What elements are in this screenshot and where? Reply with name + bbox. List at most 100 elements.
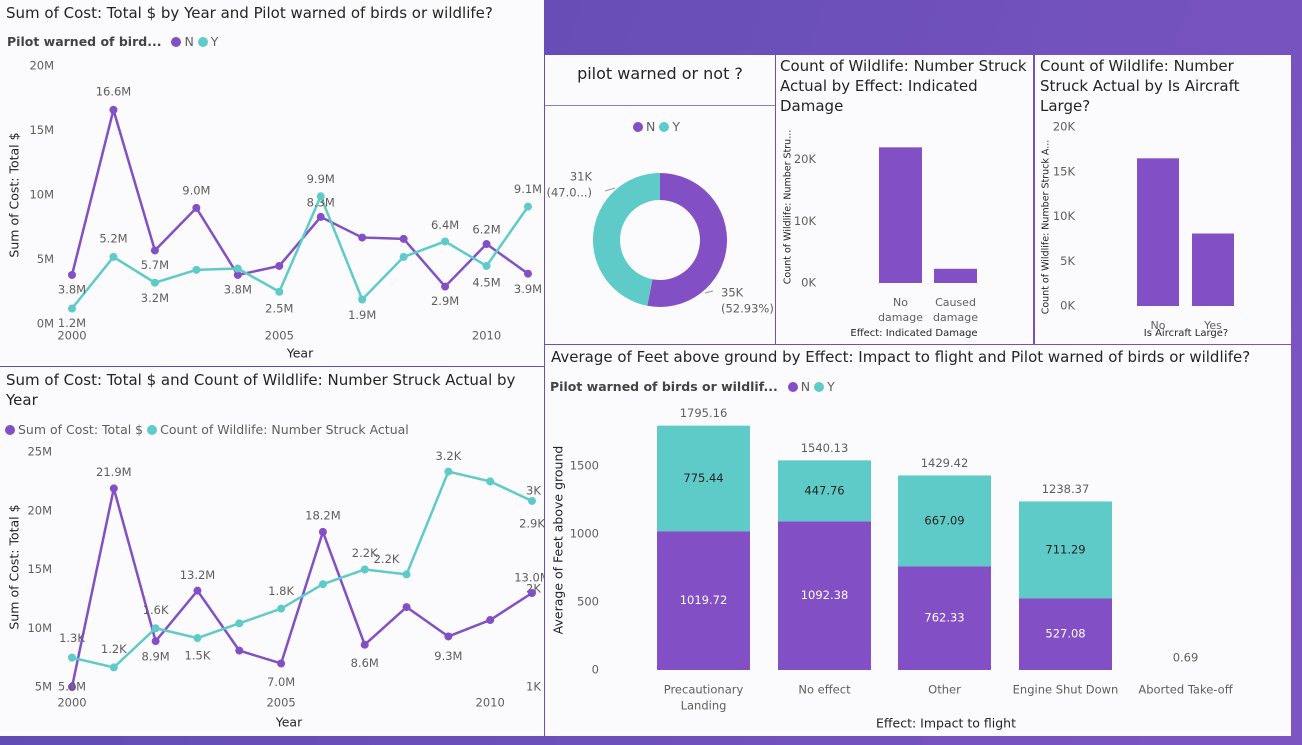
legend-dot-struck	[147, 424, 158, 435]
data-point-n	[316, 212, 325, 221]
legend-label-struck: Count of Wildlife: Number Struck Actual	[160, 422, 409, 437]
donut-label-n: 35K	[721, 286, 744, 300]
x-axis-label: Is Aircraft Large?	[1144, 328, 1228, 339]
total-label: 1540.13	[801, 441, 849, 455]
data-label: 5.2M	[99, 231, 127, 245]
donut-slice-y	[593, 173, 660, 306]
data-label: 6.2M	[472, 223, 500, 237]
segment-label-n: 527.08	[1045, 627, 1085, 641]
panel-feet-by-impact[interactable]: Average of Feet above ground by Effect: …	[545, 345, 1291, 736]
data-label: 13.0M	[514, 571, 544, 585]
data-point-n	[192, 203, 201, 212]
data-label: 2.9M	[431, 294, 459, 308]
data-point-y	[233, 264, 242, 273]
leader-line-y	[604, 187, 616, 192]
chart-title: pilot warned or not ?	[577, 64, 743, 83]
legend-item-n[interactable]: N	[167, 34, 194, 49]
data-label: 3.8M	[58, 282, 86, 296]
bar-segment-y	[898, 475, 991, 567]
series-line-1	[71, 470, 533, 669]
legend-item-cost[interactable]: Sum of Cost: Total $	[5, 422, 143, 437]
data-label: 2.2K	[374, 552, 400, 566]
y-tick-label: 20M	[27, 503, 52, 517]
data-point	[402, 603, 411, 612]
title-divider	[545, 105, 775, 106]
legend-item-y[interactable]: Y	[810, 379, 835, 394]
legend-dot-y	[814, 381, 825, 392]
chart-legend: N Y	[629, 119, 680, 134]
data-point	[235, 646, 244, 655]
legend-title: Pilot warned of birds or wildlif...	[550, 379, 778, 394]
y-tick-label: 0K	[1060, 299, 1075, 313]
data-point	[151, 624, 160, 633]
data-point	[68, 653, 76, 662]
data-label: 8.6M	[351, 656, 379, 670]
data-label: 1.5K	[185, 649, 211, 663]
x-tick-label: 2000	[57, 329, 86, 343]
x-tick-label: Yes	[1203, 319, 1222, 332]
bar	[879, 147, 922, 283]
bar-segment-y	[657, 425, 750, 532]
x-axis-label: Effect: Indicated Damage	[850, 328, 977, 339]
data-point	[277, 659, 286, 668]
chart-title: Average of Feet above ground by Effect: …	[551, 348, 1251, 366]
x-axis-label: Effect: Impact to flight	[876, 716, 1016, 731]
x-tick-label: Engine Shut Down	[1013, 683, 1119, 697]
data-label: 8.3M	[307, 195, 335, 209]
data-label: 1.6K	[143, 603, 169, 617]
legend-item-n[interactable]: N	[629, 119, 655, 134]
y-tick-label: 0K	[801, 276, 816, 290]
panel-warned-donut[interactable]: pilot warned or not ? N Y 35K (52.93%) 31K…	[545, 55, 775, 344]
panel-struck-by-large[interactable]: Count of Wildlife: Number Struck Actual …	[1035, 55, 1291, 344]
y2-tick-label: 3K	[526, 484, 541, 498]
data-label: 1.9M	[348, 308, 376, 322]
bar-chart-struck-damage: 0K 10K 20K No damage Caused damage Effect: Indi…	[783, 130, 979, 339]
y-axis-label: Average of Feet above ground	[551, 446, 566, 635]
legend-item-struck[interactable]: Count of Wildlife: Number Struck Actual	[143, 422, 409, 437]
bar-segment-n	[1019, 598, 1112, 670]
legend-item-y[interactable]: Y	[655, 119, 680, 134]
segment-label-y: 711.29	[1045, 542, 1085, 556]
x-tick-label: Other	[928, 683, 961, 697]
data-label: 6.4M	[431, 218, 459, 232]
leader-line-n	[704, 290, 714, 294]
data-point	[318, 527, 327, 536]
data-point-n	[399, 234, 408, 243]
data-label: 21.9M	[96, 465, 132, 479]
data-point-y	[150, 278, 159, 287]
y-tick-label: 20K	[794, 152, 817, 166]
y-axis-label: Count of Wildlife: Number Stru...	[783, 130, 794, 285]
chart-title: Count of Wildlife: Number Struck Actual …	[780, 57, 1027, 115]
y-tick-label: 15M	[29, 123, 54, 137]
data-label: 9.0M	[182, 183, 210, 197]
legend-dot-n	[171, 36, 182, 47]
y-axis-label: Count of Wildlife: Number Struck A...	[1041, 140, 1052, 315]
y-tick-label: 15K	[1053, 164, 1076, 178]
data-point-n	[150, 246, 159, 255]
legend-item-n[interactable]: N	[784, 379, 810, 394]
y-tick-label: 10K	[794, 214, 817, 228]
data-point	[151, 637, 160, 646]
panel-cost-by-year-warned[interactable]: Sum of Cost: Total $ by Year and Pilot w…	[0, 0, 544, 366]
line-chart-cost-warned: 0M 5M 10M 15M 20M 2000 2005 2010 Year Sum of Cost…	[7, 59, 543, 361]
data-label: 9.9M	[307, 172, 335, 186]
bar	[1137, 158, 1179, 306]
total-label: 1238.37	[1042, 482, 1090, 496]
data-point-y	[109, 252, 118, 261]
legend-item-y[interactable]: Y	[194, 34, 218, 49]
bar	[934, 268, 977, 283]
data-point	[528, 496, 536, 505]
y2-tick-label: 1K	[526, 680, 541, 694]
data-point	[68, 683, 76, 691]
panel-cost-struck-by-year[interactable]: Sum of Cost: Total $ and Count of Wildli…	[0, 367, 544, 736]
data-point-y	[275, 287, 284, 296]
legend-label-n: N	[184, 34, 194, 49]
y-tick-label: 10M	[27, 621, 52, 635]
data-point-n	[482, 240, 491, 249]
chart-title: Sum of Cost: Total $ by Year and Pilot w…	[6, 4, 493, 22]
data-label: 3.9M	[514, 282, 542, 296]
data-label: 5.0M	[58, 680, 86, 694]
x-tick-label: Landing	[681, 699, 727, 713]
panel-struck-by-damage[interactable]: Count of Wildlife: Number Struck Actual …	[776, 55, 1033, 344]
